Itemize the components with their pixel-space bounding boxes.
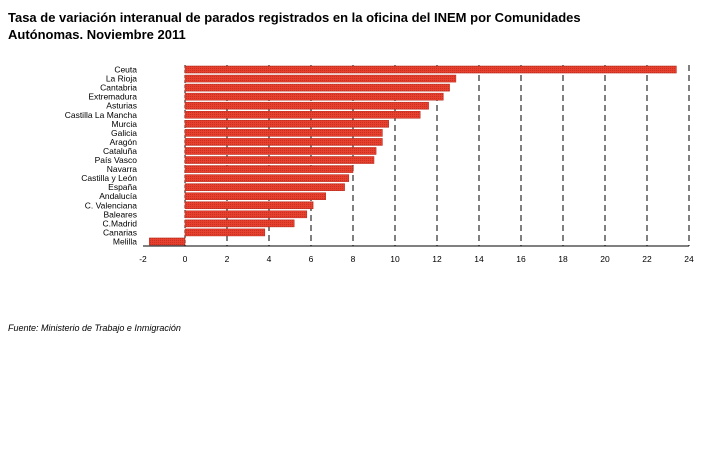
x-tick-label: 10 [390, 254, 400, 264]
category-label: C.Madrid [103, 218, 138, 228]
x-tick-label: 18 [558, 254, 568, 264]
category-label: España [108, 182, 137, 192]
bar [184, 110, 421, 119]
bar [184, 129, 383, 137]
x-tick-label: 2 [225, 254, 230, 264]
category-label: País Vasco [95, 155, 138, 165]
category-label: Aragón [110, 137, 138, 147]
bar [184, 201, 314, 210]
bar [184, 83, 450, 92]
x-tick-label: 16 [516, 254, 526, 264]
bar [184, 156, 375, 164]
bar [184, 192, 326, 201]
x-tick-label: 6 [309, 254, 314, 264]
category-label: Galicia [111, 128, 137, 138]
bar [184, 74, 457, 83]
source-note: Fuente: Ministerio de Trabajo e Inmigrac… [8, 323, 181, 333]
bar [184, 120, 389, 128]
bar [184, 183, 345, 191]
bar [149, 237, 186, 246]
category-label: Castilla La Mancha [65, 110, 138, 120]
chart-title: Tasa de variación interanual de parados … [8, 10, 581, 42]
x-tick-label: 20 [600, 254, 610, 264]
category-label: La Rioja [106, 74, 137, 84]
category-label: Cantabria [100, 83, 137, 93]
bars [149, 65, 677, 246]
x-tick-label: 4 [267, 254, 272, 264]
category-label: Canarias [103, 227, 137, 237]
category-label: Ceuta [114, 65, 137, 75]
x-tick-label: -2 [139, 254, 147, 264]
bar [184, 147, 377, 155]
category-label: C. Valenciana [85, 200, 138, 210]
bar [184, 228, 266, 237]
category-label: Murcia [111, 119, 137, 129]
x-axis: -2 0 2 4 6 8 10 12 14 16 18 20 22 24 [139, 245, 694, 264]
gridlines [184, 65, 690, 246]
bar [184, 65, 677, 74]
category-label: Baleares [103, 209, 137, 219]
bar [184, 101, 429, 110]
bar [184, 165, 354, 173]
x-tick-label: 8 [351, 254, 356, 264]
category-label: Asturias [106, 101, 137, 111]
bar [184, 138, 383, 146]
category-label: Cataluña [103, 146, 137, 156]
x-tick-label: 0 [183, 254, 188, 264]
bar [184, 210, 308, 219]
bar [184, 92, 444, 101]
x-tick-label: 22 [642, 254, 652, 264]
category-label: Castilla y León [81, 173, 137, 183]
bar [184, 174, 350, 182]
x-tick-label: 24 [684, 254, 694, 264]
category-label: Navarra [107, 164, 138, 174]
bar [184, 219, 295, 228]
category-label: Melilla [113, 236, 137, 246]
x-tick-label: 14 [474, 254, 484, 264]
x-tick-label: 12 [432, 254, 442, 264]
category-label: Andalucía [99, 191, 137, 201]
category-label: Extremadura [88, 92, 137, 102]
